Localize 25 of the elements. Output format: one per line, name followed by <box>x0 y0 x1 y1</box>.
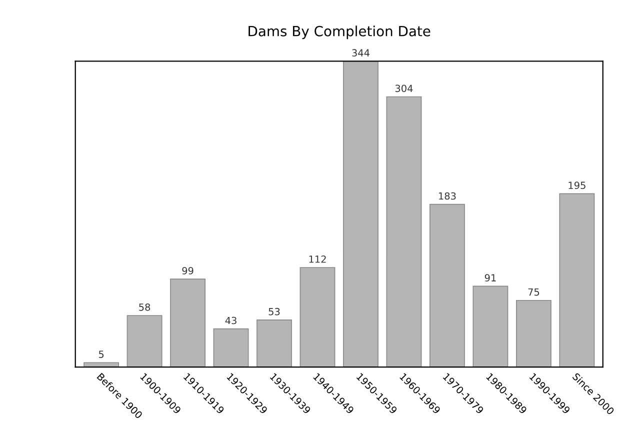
bar <box>559 193 595 368</box>
bar <box>170 278 206 368</box>
data-label: 53 <box>268 308 280 316</box>
bar <box>343 61 378 368</box>
bar <box>516 300 552 368</box>
bar <box>256 320 292 368</box>
bar <box>472 286 508 368</box>
bar <box>386 96 422 368</box>
chart-title: Dams By Completion Date <box>248 26 430 40</box>
data-label: 75 <box>528 288 540 296</box>
data-label: 58 <box>139 303 150 311</box>
data-label: 91 <box>484 274 496 282</box>
bar <box>300 267 336 368</box>
data-label: 99 <box>182 267 194 274</box>
data-label: 183 <box>439 192 456 200</box>
bar <box>213 328 249 368</box>
bar <box>126 315 162 368</box>
data-label: 43 <box>225 316 236 324</box>
data-label: 344 <box>352 49 370 57</box>
bar <box>84 362 120 368</box>
bar <box>430 204 465 368</box>
data-label: 112 <box>309 255 326 263</box>
data-label: 304 <box>395 84 413 92</box>
data-label: 195 <box>568 182 586 190</box>
data-label: 5 <box>98 350 104 358</box>
